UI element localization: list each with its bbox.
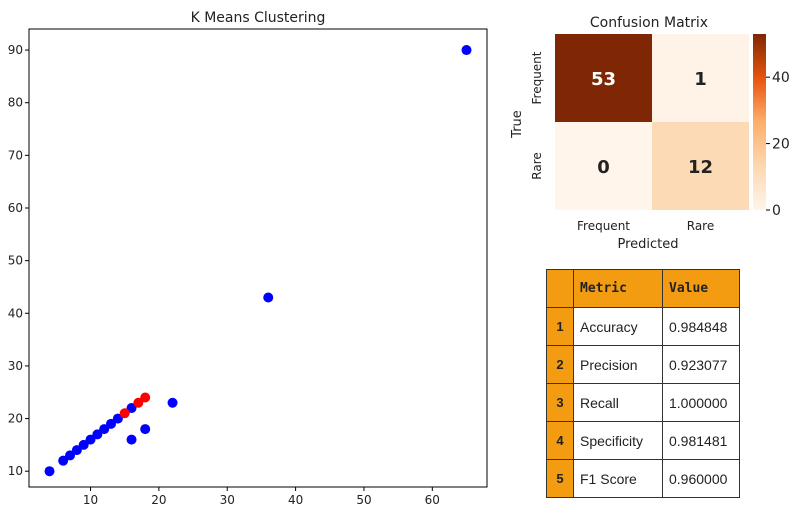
colorbar <box>753 34 766 210</box>
cluster-blue-point <box>140 424 151 435</box>
x-tick-label: 40 <box>288 493 303 507</box>
confusion-matrix-y-ticks: Frequent Rare <box>530 51 544 180</box>
cluster-blue-point <box>99 424 110 435</box>
cluster-red-point <box>140 392 151 403</box>
matrix-cell-value: 12 <box>688 157 713 178</box>
cluster-blue-point <box>126 403 137 414</box>
cluster-blue-point <box>58 455 69 466</box>
y-category-label: Rare <box>530 152 544 179</box>
metric-value: 0.981481 <box>662 421 740 460</box>
metric-name: F1 Score <box>573 459 663 498</box>
matrix-cell <box>555 34 652 122</box>
confusion-matrix-xlabel: Predicted <box>617 237 678 252</box>
y-tick-label: 40 <box>8 306 23 320</box>
cluster-blue-point <box>106 418 117 429</box>
metric-value: 1.000000 <box>662 383 740 422</box>
cluster-red-point <box>133 397 144 408</box>
x-category-label: Frequent <box>577 219 630 233</box>
cluster-blue-point <box>167 397 178 408</box>
matrix-cell-value: 1 <box>694 69 707 90</box>
confusion-matrix-title: Confusion Matrix <box>590 15 708 31</box>
colorbar-tick-label: 0 <box>772 203 781 219</box>
metric-value: 0.960000 <box>662 459 740 498</box>
cluster-blue-point <box>44 466 55 477</box>
table-row: 4 Specificity 0.981481 <box>546 421 740 460</box>
row-index: 4 <box>546 421 574 460</box>
y-tick-label: 50 <box>8 254 23 268</box>
colorbar-tick-label: 20 <box>772 137 790 153</box>
cluster-blue-point <box>78 439 89 450</box>
cluster-blue-point <box>112 413 123 424</box>
table-row: 3 Recall 1.000000 <box>546 383 740 422</box>
header-value: Value <box>662 269 740 308</box>
confusion-matrix-x-ticks: Frequent Rare <box>577 219 714 233</box>
y-category-label: Frequent <box>530 51 544 104</box>
y-tick-label: 20 <box>8 412 23 426</box>
y-tick-label: 30 <box>8 359 23 373</box>
matrix-cell <box>555 122 652 210</box>
row-index: 2 <box>546 345 574 384</box>
metric-value: 0.923077 <box>662 345 740 384</box>
x-tick-label: 10 <box>83 493 98 507</box>
x-category-label: Rare <box>687 219 714 233</box>
x-tick-label: 60 <box>425 493 440 507</box>
metric-name: Recall <box>573 383 663 422</box>
y-tick-label: 10 <box>8 464 23 478</box>
x-tick-label: 20 <box>151 493 166 507</box>
cluster-blue-point <box>461 45 472 56</box>
matrix-cell <box>652 34 749 122</box>
matrix-cell-value: 53 <box>591 69 616 90</box>
metric-value: 0.984848 <box>662 307 740 346</box>
confusion-matrix-ylabel: True <box>510 110 525 139</box>
kmeans-scatter-chart: K Means Clustering 10 20 30 40 50 60 10 20 30 40… <box>8 10 488 507</box>
x-tick-label: 50 <box>356 493 371 507</box>
x-axis: 10 20 30 40 50 60 <box>83 487 440 507</box>
header-metric: Metric <box>573 269 663 308</box>
cluster-blue-point <box>65 450 76 461</box>
cluster-blue-point <box>71 445 82 456</box>
x-tick-label: 30 <box>220 493 235 507</box>
header-index <box>546 269 574 308</box>
metric-name: Precision <box>573 345 663 384</box>
y-axis: 10 20 30 40 50 60 70 80 90 <box>8 43 29 478</box>
matrix-cell-value: 0 <box>597 157 610 178</box>
y-tick-label: 90 <box>8 43 23 57</box>
chart-title: K Means Clustering <box>191 10 326 26</box>
cluster-blue-point <box>126 434 137 445</box>
cluster-blue-point <box>263 292 274 303</box>
cluster-blue-point <box>92 429 103 440</box>
plot-area-frame <box>28 28 488 488</box>
scatter-points <box>44 45 472 477</box>
metrics-table: Metric Value 1 Accuracy 0.984848 2 Preci… <box>546 269 740 498</box>
row-index: 5 <box>546 459 574 498</box>
table-header-row: Metric Value <box>546 269 740 308</box>
y-tick-label: 70 <box>8 148 23 162</box>
row-index: 3 <box>546 383 574 422</box>
colorbar-tick-label: 40 <box>772 70 790 86</box>
y-tick-label: 60 <box>8 201 23 215</box>
table-row: 1 Accuracy 0.984848 <box>546 307 740 346</box>
cluster-blue-point <box>85 434 96 445</box>
table-row: 2 Precision 0.923077 <box>546 345 740 384</box>
colorbar-ticks: 0 20 40 <box>766 70 790 219</box>
confusion-matrix-chart: Confusion Matrix 53 1 0 12 Frequent Rare Fre… <box>510 15 790 252</box>
row-index: 1 <box>546 307 574 346</box>
metric-name: Specificity <box>573 421 663 460</box>
cluster-red-point <box>119 408 130 419</box>
metric-name: Accuracy <box>573 307 663 346</box>
y-tick-label: 80 <box>8 96 23 110</box>
confusion-matrix-cells: 53 1 0 12 <box>555 34 749 210</box>
matrix-cell <box>652 122 749 210</box>
table-row: 5 F1 Score 0.960000 <box>546 459 740 498</box>
